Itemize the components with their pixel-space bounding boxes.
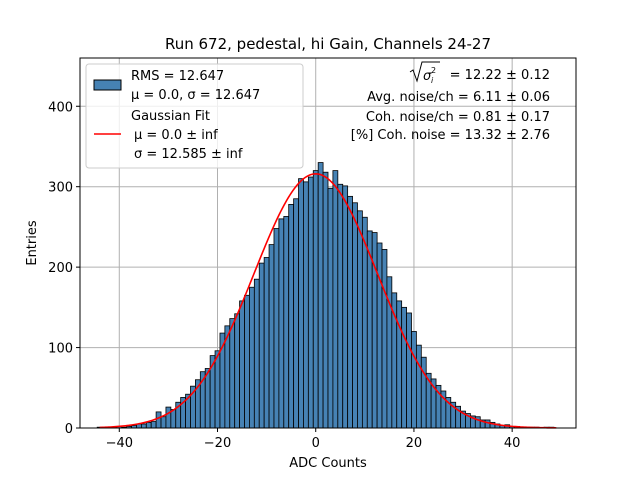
histogram-bar bbox=[327, 187, 334, 429]
histogram-bar bbox=[352, 202, 358, 429]
histogram-bar bbox=[342, 185, 349, 429]
histogram-bar bbox=[214, 350, 221, 429]
histogram-bar bbox=[381, 249, 388, 429]
histogram-bar bbox=[337, 183, 344, 429]
chart-title: Run 672, pedestal, hi Gain, Channels 24-… bbox=[165, 35, 491, 53]
histogram-bar bbox=[307, 176, 314, 429]
histogram-bar bbox=[303, 181, 309, 429]
histogram-bar bbox=[396, 300, 403, 429]
plot-frame bbox=[79, 57, 577, 429]
histogram-bar bbox=[165, 406, 172, 429]
x-axis-ticks: −40 −20 0 20 40 bbox=[106, 428, 521, 451]
legend-rms-label: RMS = 12.647 bbox=[131, 69, 224, 84]
legend-box bbox=[85, 63, 304, 169]
x-tick-label: 20 bbox=[406, 436, 423, 451]
histogram-bar bbox=[420, 356, 427, 429]
histogram-bar bbox=[332, 170, 339, 429]
histogram-bar bbox=[170, 409, 177, 429]
histogram-bar bbox=[406, 312, 412, 429]
histogram-bar bbox=[258, 262, 265, 429]
histogram-bar bbox=[401, 306, 407, 429]
y-tick-label: 300 bbox=[48, 181, 73, 196]
y-axis-ticks: 0 100 200 300 400 bbox=[48, 100, 80, 437]
x-tick-label: −40 bbox=[106, 436, 133, 451]
x-tick-label: 40 bbox=[504, 436, 521, 451]
histogram-bar bbox=[322, 171, 329, 429]
histogram-bar bbox=[244, 294, 250, 429]
y-tick-label: 400 bbox=[48, 100, 73, 115]
histogram-bar bbox=[268, 244, 275, 429]
histogram-bar bbox=[234, 313, 241, 429]
histogram-bar bbox=[150, 421, 157, 429]
histogram-bar bbox=[357, 210, 363, 429]
noise-stats: σ 2 i = 12.22 ± 0.12 Avg. noise/ch = 6.1… bbox=[351, 61, 550, 143]
legend-mu-sigma-label: μ = 0.0, σ = 12.647 bbox=[131, 88, 260, 103]
histogram-bar bbox=[288, 203, 295, 429]
gaussian-fit-line bbox=[99, 173, 557, 429]
histogram-bar bbox=[347, 195, 353, 429]
histogram-bar bbox=[278, 218, 285, 429]
histogram-bar bbox=[155, 411, 162, 429]
y-tick-label: 200 bbox=[48, 261, 73, 276]
histogram-bar bbox=[361, 216, 368, 429]
histogram-bar bbox=[283, 216, 290, 429]
histogram-bar bbox=[249, 286, 255, 429]
y-tick-label: 0 bbox=[65, 422, 73, 437]
histogram-bar bbox=[317, 162, 324, 429]
svg-text:2: 2 bbox=[431, 66, 436, 75]
histogram-bar bbox=[229, 318, 236, 429]
histogram-bar bbox=[312, 170, 319, 429]
sqrt-sigma-symbol: σ 2 i bbox=[409, 61, 440, 85]
histogram-bar bbox=[239, 300, 245, 429]
avg-noise-text: Avg. noise/ch = 6.11 ± 0.06 bbox=[367, 90, 550, 105]
y-tick-label: 100 bbox=[48, 342, 73, 357]
histogram-bar bbox=[293, 198, 299, 429]
svg-text:σ: σ bbox=[423, 69, 432, 84]
coh-noise-percent-text: [%] Coh. noise = 13.32 ± 2.76 bbox=[351, 128, 550, 143]
histogram-bar bbox=[273, 228, 280, 429]
histogram-bar bbox=[298, 178, 304, 429]
legend-fit-mu: μ = 0.0 ± inf bbox=[134, 128, 218, 143]
histogram-bar bbox=[145, 421, 152, 429]
histogram-bar bbox=[140, 423, 147, 429]
histogram-bar bbox=[484, 419, 491, 429]
x-tick-label: 0 bbox=[312, 436, 320, 451]
x-tick-label: −20 bbox=[204, 436, 231, 451]
coh-noise-text: Coh. noise/ch = 0.81 ± 0.17 bbox=[366, 110, 550, 125]
y-axis-label: Entries bbox=[25, 220, 40, 266]
histogram-bar bbox=[263, 257, 270, 429]
legend-fit-sigma: σ = 12.585 ± inf bbox=[134, 147, 243, 162]
histogram-bar bbox=[253, 278, 260, 429]
x-axis-label: ADC Counts bbox=[289, 456, 367, 471]
histogram-bar bbox=[415, 344, 422, 429]
histogram-bar bbox=[160, 416, 167, 429]
histogram-bar bbox=[204, 368, 211, 429]
legend-histogram-swatch bbox=[93, 79, 122, 91]
histogram-bar bbox=[376, 242, 383, 429]
histogram-bar bbox=[411, 331, 417, 429]
svg-text:i: i bbox=[431, 76, 434, 85]
legend-fit-label: Gaussian Fit bbox=[131, 109, 210, 124]
total-noise-value: = 12.22 ± 0.12 bbox=[450, 68, 550, 83]
legend: RMS = 12.647 μ = 0.0, σ = 12.647 Gaussia… bbox=[85, 63, 304, 169]
